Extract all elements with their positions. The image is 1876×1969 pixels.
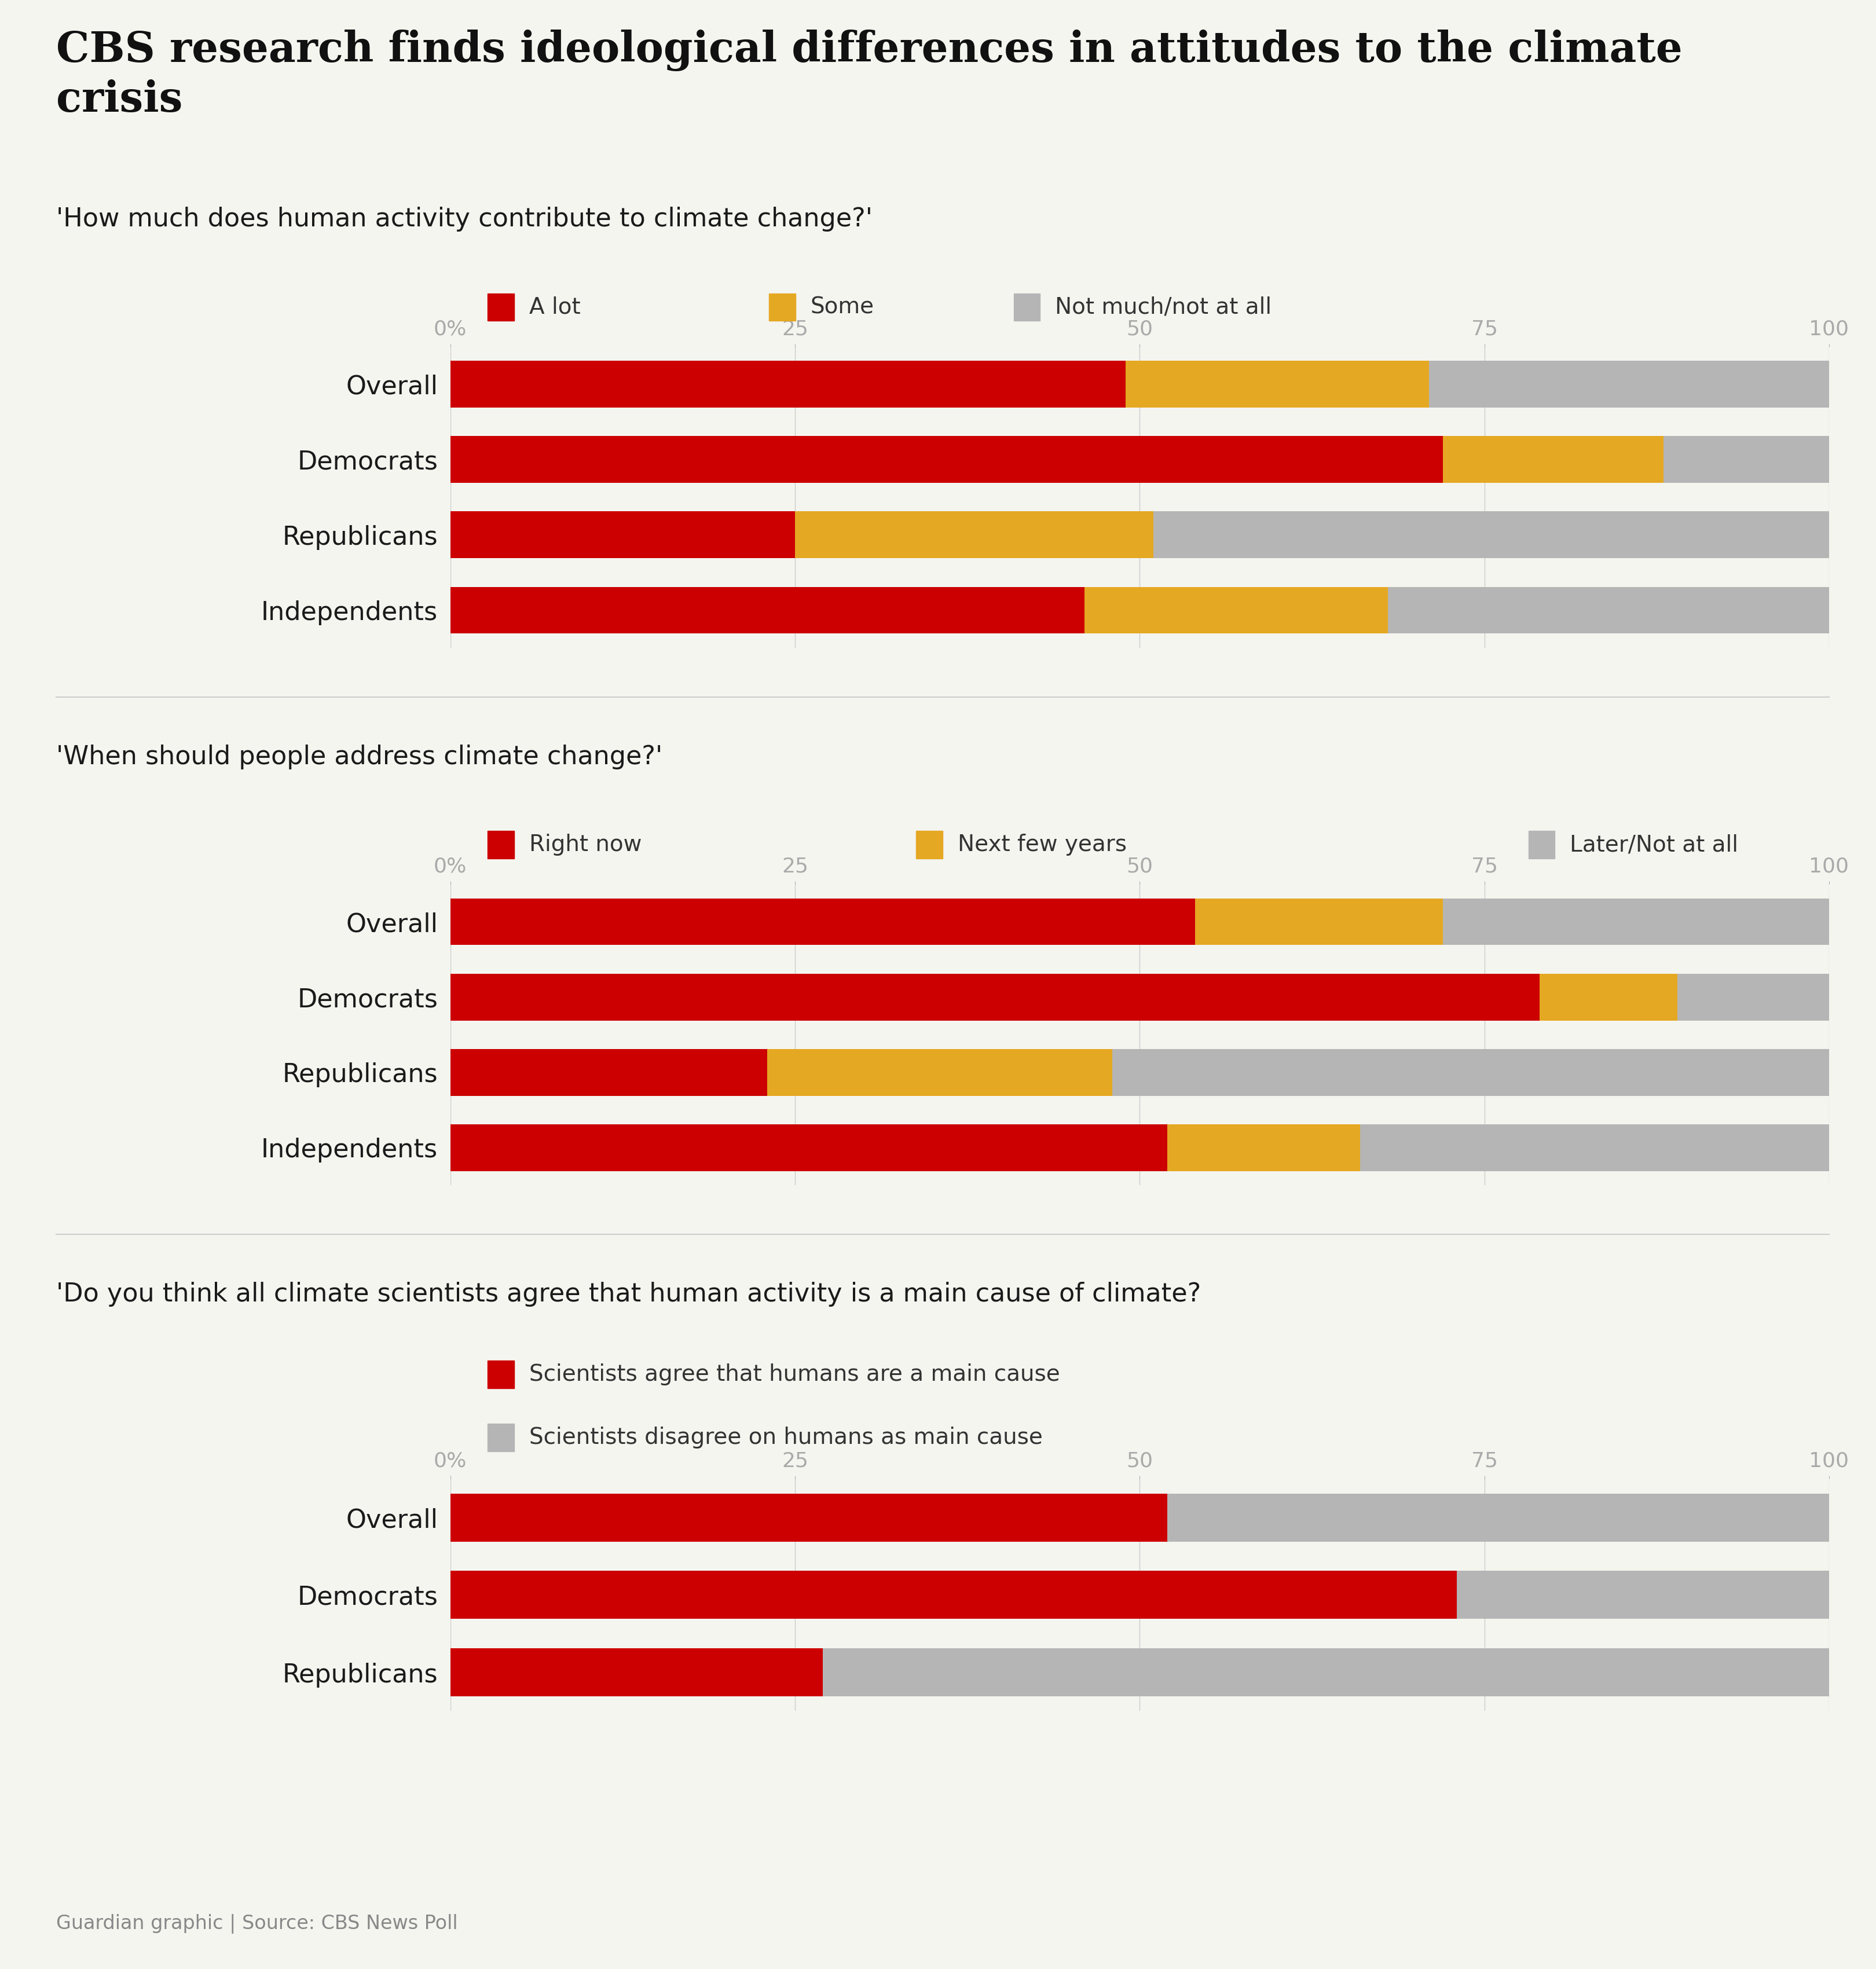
Bar [1195, 898, 1443, 945]
Text: 'When should people address climate change?': 'When should people address climate chan… [56, 744, 662, 770]
Bar [450, 1571, 1458, 1619]
Text: Later/Not at all: Later/Not at all [1570, 833, 1739, 857]
Text: Next few years: Next few years [957, 833, 1127, 857]
Bar [822, 1648, 1829, 1697]
Text: Scientists agree that humans are a main cause: Scientists agree that humans are a main … [529, 1363, 1060, 1386]
Text: 'How much does human activity contribute to climate change?': 'How much does human activity contribute… [56, 207, 872, 232]
Text: A lot: A lot [529, 295, 580, 319]
Bar [1154, 512, 1829, 557]
Text: 'Do you think all climate scientists agree that human activity is a main cause o: 'Do you think all climate scientists agr… [56, 1282, 1201, 1307]
Text: Guardian graphic | Source: CBS News Poll: Guardian graphic | Source: CBS News Poll [56, 1914, 458, 1934]
Bar [1664, 437, 1829, 482]
Bar [795, 512, 1154, 557]
Bar [1084, 587, 1388, 634]
Bar [450, 437, 1443, 482]
Bar [450, 1493, 1167, 1542]
Bar [1112, 1049, 1829, 1095]
Bar [1443, 898, 1829, 945]
Bar [450, 1648, 822, 1697]
Bar [450, 1049, 767, 1095]
Bar [1540, 975, 1677, 1020]
Bar [1443, 437, 1664, 482]
Bar [450, 512, 795, 557]
Bar [1167, 1493, 1829, 1542]
Text: Not much/not at all: Not much/not at all [1054, 295, 1272, 319]
Bar [450, 587, 1084, 634]
Bar [450, 898, 1195, 945]
Text: Right now: Right now [529, 833, 642, 857]
Bar [1458, 1571, 1829, 1619]
Text: Scientists disagree on humans as main cause: Scientists disagree on humans as main ca… [529, 1426, 1043, 1449]
Bar [450, 975, 1540, 1020]
Bar [1677, 975, 1829, 1020]
Bar [450, 360, 1126, 408]
Text: CBS research finds ideological differences in attitudes to the climate
crisis: CBS research finds ideological differenc… [56, 30, 1683, 120]
Bar [1430, 360, 1829, 408]
Bar [1388, 587, 1829, 634]
Bar [767, 1049, 1112, 1095]
Bar [1167, 1124, 1360, 1172]
Bar [1360, 1124, 1829, 1172]
Bar [1126, 360, 1430, 408]
Text: Some: Some [810, 295, 874, 319]
Bar [450, 1124, 1167, 1172]
